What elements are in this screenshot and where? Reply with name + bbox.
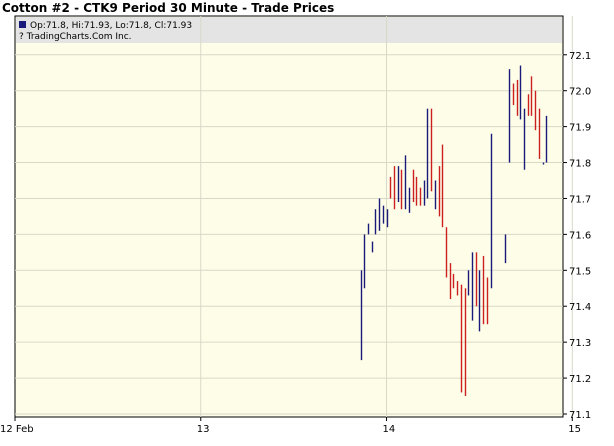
y-tick-label: 71.8 [569, 159, 591, 170]
y-tick-label: 71.9 [569, 123, 591, 134]
y-axis: 72.1 72.0 71.9 71.8 71.7 71.6 71.5 71.4 71.3 71.2… [563, 51, 591, 421]
y-tick-label: 71.2 [569, 374, 591, 385]
y-tick-label: 71.7 [569, 194, 591, 205]
y-tick-label: 71.4 [569, 302, 591, 313]
y-tick-label: 71.1 [569, 410, 591, 421]
copyright-text: ? TradingCharts.Com Inc. [19, 32, 132, 42]
grid-lines [15, 16, 573, 417]
y-tick-label: 72.1 [569, 51, 591, 62]
ohlc-info-line: Op:71.8, Hi:71.93, Lo:71.8, Cl:71.93 [30, 21, 192, 31]
y-tick-label: 71.3 [569, 338, 591, 349]
up-legend-swatch [19, 21, 26, 28]
y-tick-label: 72.0 [569, 87, 591, 98]
y-tick-label: 71.5 [569, 266, 591, 277]
y-tick-label: 71.6 [569, 230, 591, 241]
x-axis: 12 Feb 13 14 15 [0, 417, 581, 435]
info-box [16, 17, 562, 43]
x-tick-label: 13 [197, 424, 210, 435]
x-tick-label: 12 Feb [0, 424, 34, 435]
plot-area [14, 15, 564, 418]
chart-title: Cotton #2 - CTK9 Period 30 Minute - Trad… [2, 1, 335, 15]
x-tick-label: 15 [568, 424, 581, 435]
price-bars [360, 65, 548, 397]
x-tick-label: 14 [383, 424, 396, 435]
